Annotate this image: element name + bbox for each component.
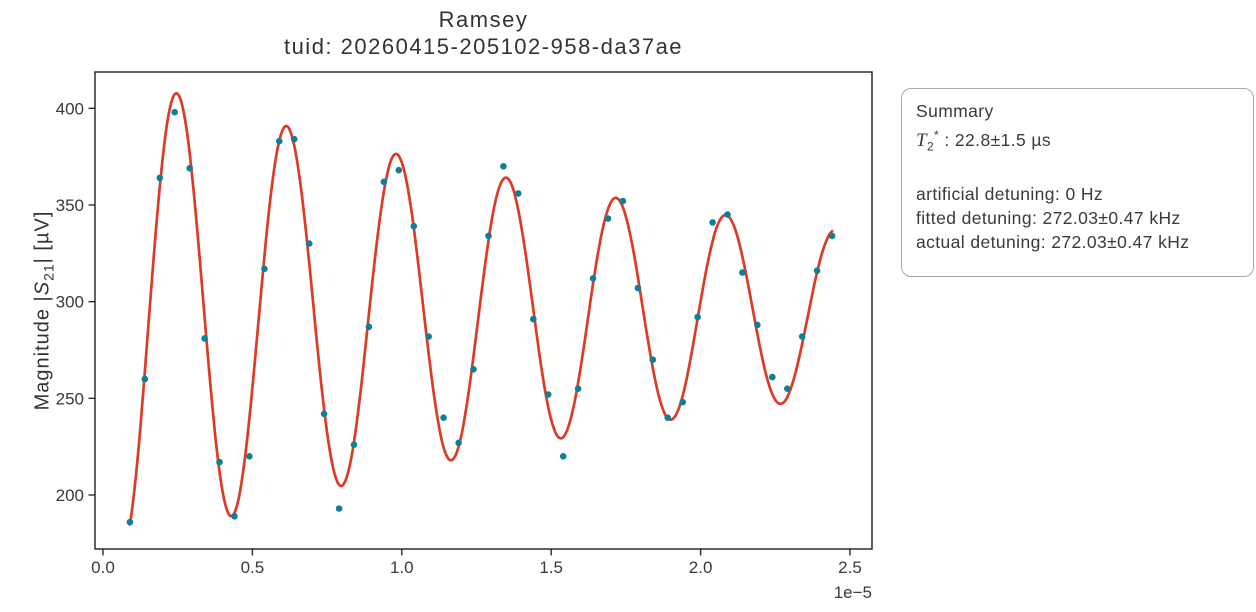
title-block: Ramsey tuid: 20260415-205102-958-da37ae: [95, 6, 872, 60]
chart-title: Ramsey: [438, 7, 529, 32]
scatter-point: [455, 439, 462, 447]
scatter-point: [604, 215, 612, 222]
scatter-point: [784, 385, 791, 393]
scatter-point: [320, 410, 328, 418]
scatter-point: [261, 265, 268, 273]
chart-subtitle: tuid: 20260415-205102-958-da37ae: [283, 34, 684, 59]
scatter-point: [485, 232, 492, 240]
summary-t2-line: T2* : 22.8±1.5 µs: [916, 123, 1239, 158]
scatter-point: [216, 458, 223, 466]
scatter-point: [679, 398, 686, 406]
scatter-point: [739, 269, 746, 276]
scatter-point: [500, 163, 507, 170]
scatter-point: [335, 505, 343, 512]
scatter-point: [634, 284, 642, 292]
scatter-point: [664, 414, 671, 422]
summary-box: Summary T2* : 22.8±1.5 µs artificial det…: [901, 88, 1254, 277]
x-tick-label: 1.0: [390, 558, 414, 577]
summary-header: Summary: [916, 101, 994, 121]
t2-value: : 22.8±1.5 µs: [939, 129, 1051, 150]
scatter-point: [828, 232, 836, 240]
scatter-point: [201, 335, 208, 342]
scatter-point: [350, 441, 358, 449]
scatter-point: [619, 197, 627, 205]
scatter-point: [141, 375, 149, 383]
scatter-point: [231, 513, 238, 520]
scatter-point: [410, 222, 418, 230]
y-tick-label: 400: [56, 99, 84, 118]
scatter-point: [171, 108, 178, 116]
scatter-point: [515, 190, 522, 197]
y-tick-label: 200: [56, 486, 84, 505]
scatter-point: [395, 166, 403, 174]
scatter-point: [425, 333, 433, 340]
scatter-point: [559, 453, 567, 460]
x-tick-label: 2.0: [689, 558, 713, 577]
t2-symbol: T: [916, 129, 927, 151]
scatter-point: [156, 174, 164, 182]
scatter-point: [724, 211, 731, 218]
scatter-point: [574, 385, 582, 393]
plot-border: [94, 71, 873, 550]
scatter-point: [813, 267, 821, 275]
scatter-point: [305, 240, 313, 247]
y-tick-label: 300: [56, 293, 84, 312]
x-tick-label: 2.5: [838, 558, 862, 577]
scatter-point: [380, 178, 388, 186]
scatter-point: [754, 321, 761, 329]
t2-superscript: *: [934, 128, 940, 142]
x-tick-label: 1.5: [539, 558, 563, 577]
x-axis-offset-label: 1e−5: [834, 583, 872, 602]
y-tick-label: 350: [56, 196, 84, 215]
x-tick-label: 0.0: [91, 558, 115, 577]
scatter-point: [544, 391, 552, 398]
scatter-point: [470, 366, 477, 373]
scatter-point: [276, 137, 283, 145]
fit-curve: [128, 91, 834, 526]
scatter-point: [798, 333, 806, 340]
summary-line-artificial-detuning: artificial detuning: 0 Hz: [916, 184, 1104, 205]
x-tick-label: 0.5: [241, 558, 265, 577]
scatter-point: [246, 453, 253, 460]
summary-line-actual-detuning: actual detuning: 272.03±0.47 kHz: [916, 232, 1190, 253]
scatter-point: [365, 323, 373, 331]
scatter-point: [530, 315, 537, 323]
scatter-point: [709, 219, 716, 226]
summary-line-fitted-detuning: fitted detuning: 272.03±0.47 kHz: [916, 208, 1181, 229]
scatter-point: [649, 356, 657, 364]
t2-subscript: 2: [926, 139, 935, 154]
scatter-point: [589, 275, 597, 282]
scatter-point: [126, 518, 134, 526]
scatter-point: [694, 313, 701, 321]
scatter-point: [186, 164, 193, 172]
scatter-point: [769, 373, 776, 381]
y-tick-label: 250: [56, 389, 84, 408]
scatter-point: [440, 414, 447, 422]
scatter-point: [290, 135, 298, 143]
